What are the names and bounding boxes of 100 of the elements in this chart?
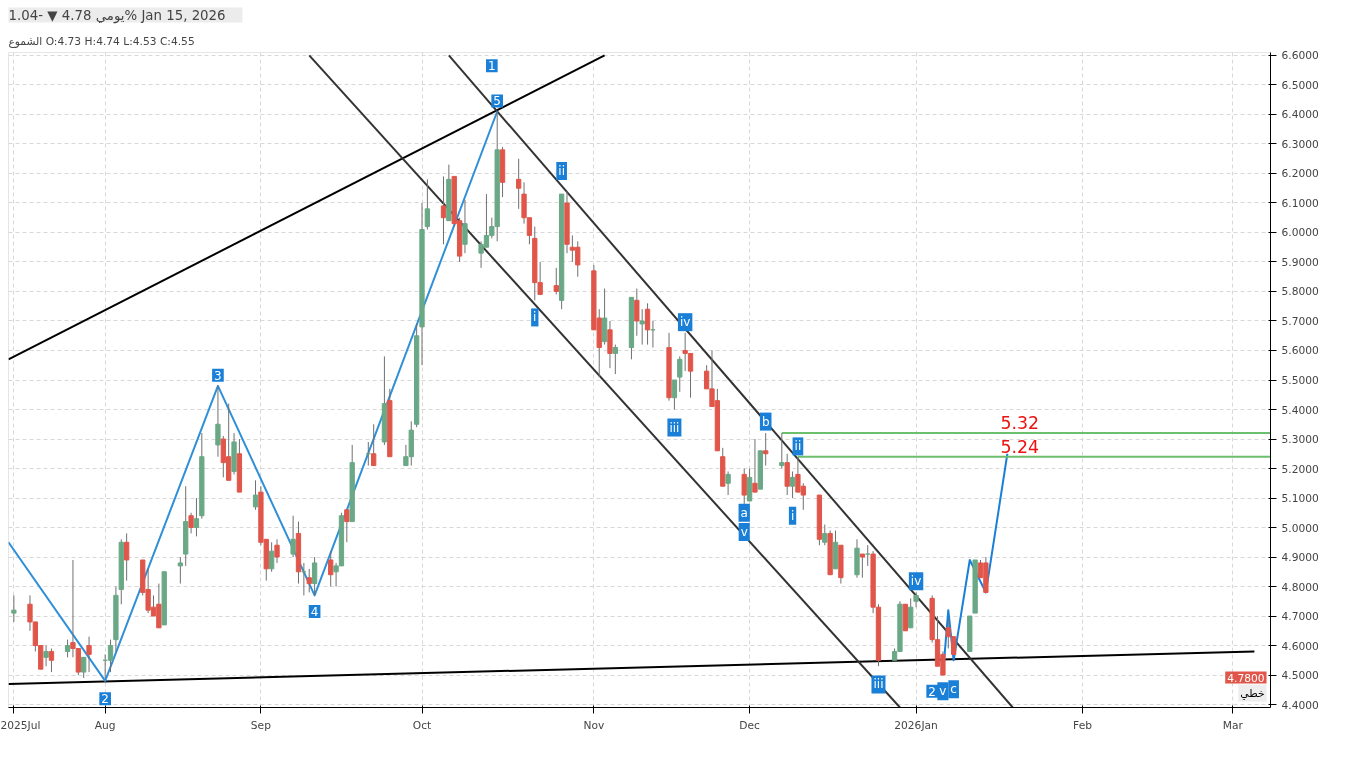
candlestick (607, 320, 613, 369)
candlestick (177, 556, 183, 585)
candlestick (671, 379, 678, 410)
candlestick (462, 199, 468, 254)
x-tick-label: 2025Jul (0, 718, 41, 732)
annotation: c (950, 682, 957, 697)
series-label: 5.24 (1000, 436, 1040, 457)
y-tick-label: 5.6000 (1281, 344, 1320, 358)
annotation: 2 (101, 692, 109, 707)
annotation: 4.7800 (1227, 671, 1265, 685)
candlestick (784, 453, 790, 496)
y-tick-label: 6.1000 (1281, 196, 1320, 210)
candlestick (188, 512, 194, 534)
candlestick (268, 541, 275, 573)
candlestick (752, 438, 758, 493)
x-tick-label: Nov (583, 718, 605, 732)
line-series (8, 110, 499, 682)
annotation: b (761, 414, 770, 429)
candlestick (344, 509, 350, 543)
annotation: iii (873, 677, 884, 692)
y-tick-label: 4.7000 (1281, 610, 1320, 624)
candlestick (639, 308, 645, 346)
annotation: ii (794, 439, 802, 454)
y-tick-label: 6.4000 (1281, 108, 1320, 122)
candlestick (612, 344, 618, 375)
annotation: ii (558, 164, 565, 179)
candlestick (107, 639, 114, 673)
series-label: 5.32 (1000, 413, 1040, 434)
candlestick (859, 553, 866, 579)
candlestick (741, 468, 747, 505)
x-tick-label: Dec (739, 718, 761, 732)
candlestick (746, 468, 753, 502)
candlestick (215, 385, 221, 458)
x-tick-label: Oct (412, 718, 432, 732)
candlestick (516, 158, 522, 210)
x-tick-label: Feb (1073, 718, 1093, 732)
y-tick-label: 4.8000 (1281, 580, 1320, 594)
y-tick-label: 4.4000 (1281, 698, 1320, 712)
candlestick (553, 267, 559, 295)
annotation: 3 (214, 368, 222, 383)
candlestick (440, 175, 447, 245)
annotation: i (533, 310, 537, 325)
candlestick (644, 302, 651, 346)
candlestick (43, 645, 49, 667)
candlestick (252, 479, 259, 511)
y-tick-label: 5.7000 (1281, 314, 1320, 328)
candlestick (913, 591, 919, 608)
annotation: 1 (488, 59, 496, 74)
y-tick-label: 5.4000 (1281, 403, 1320, 417)
x-tick-label: Sep (250, 718, 272, 732)
y-tick-label: 4.5000 (1281, 669, 1320, 683)
x-tick-label: Mar (1222, 718, 1244, 732)
y-tick-label: 6.6000 (1281, 49, 1320, 63)
annotation: خطي (1240, 686, 1265, 700)
candlestick (779, 432, 785, 470)
x-tick-label: Aug (94, 718, 116, 732)
annotation: 4 (310, 605, 319, 620)
chart-title: يومي 4.78 ▼ -1.04% Jan 15, 2026 (8, 7, 226, 24)
candlestick (822, 524, 828, 546)
x-tick-label: 2026Jan (894, 718, 938, 732)
candlestick (789, 470, 796, 499)
annotation: i (790, 508, 795, 523)
candlestick (193, 497, 200, 537)
y-tick-label: 5.8000 (1281, 285, 1320, 299)
y-tick-label: 5.1000 (1281, 492, 1320, 506)
annotation: a (740, 505, 748, 520)
y-tick-label: 5.0000 (1281, 521, 1320, 535)
annotation: 5 (493, 94, 502, 109)
candlestick (48, 647, 55, 673)
y-tick-label: 6.0000 (1281, 226, 1320, 240)
annotation: 2 (928, 684, 936, 699)
annotation: iii (669, 420, 680, 435)
candlestick (424, 178, 431, 231)
candlestick (601, 288, 608, 346)
candlestick (81, 656, 87, 679)
y-tick-label: 5.5000 (1281, 374, 1320, 387)
y-tick-label: 6.2000 (1281, 167, 1320, 181)
annotation: iv (910, 574, 922, 589)
y-tick-label: 5.2000 (1281, 462, 1320, 476)
candlestick (290, 515, 296, 558)
y-tick-label: 4.6000 (1281, 639, 1320, 653)
candlestick (763, 432, 769, 467)
candlestick (908, 597, 914, 629)
candlestick (371, 423, 377, 467)
annotation: v (740, 524, 748, 539)
candlestick (11, 594, 17, 623)
candlestick (311, 556, 318, 596)
y-tick-label: 4.9000 (1281, 551, 1320, 565)
candlestick (274, 538, 280, 564)
y-tick-label: 5.3000 (1281, 433, 1320, 447)
y-tick-label: 6.5000 (1281, 78, 1320, 92)
y-tick-label: 5.9000 (1281, 255, 1320, 269)
candlestick (725, 470, 731, 496)
candlestick (328, 550, 334, 588)
chart-subtitle: الشموع O:4.73 H:4.74 L:4.53 C:4.55 (8, 34, 195, 48)
candlestick (86, 636, 92, 673)
y-tick-label: 6.3000 (1281, 137, 1320, 151)
annotation: iv (679, 315, 691, 330)
candlestick (634, 288, 640, 337)
annotation: v (939, 684, 947, 699)
